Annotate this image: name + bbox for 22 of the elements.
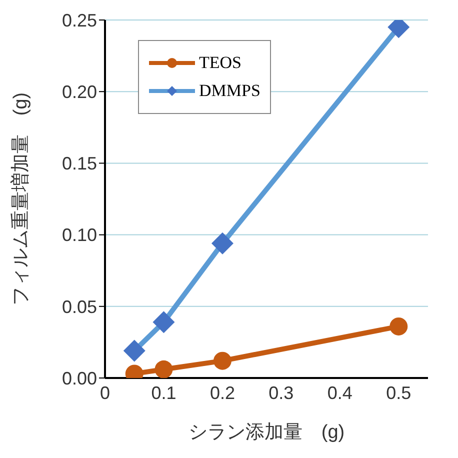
x-tick-label: 0.5 (386, 382, 412, 403)
legend-label: DMMPS (199, 81, 260, 101)
point (213, 352, 232, 370)
x-tick-label: 0.4 (327, 382, 352, 403)
point (152, 311, 175, 334)
legend-label: TEOS (199, 53, 242, 73)
point (154, 360, 173, 378)
point (123, 340, 146, 362)
point (390, 317, 408, 336)
y-tick-label: 0.05 (62, 296, 97, 317)
x-tick-label: 0.2 (210, 382, 235, 403)
y-axis-title: フィルム重量増加量 (g) (10, 92, 32, 306)
y-tick-label: 0.00 (62, 368, 97, 388)
x-tick-label: 0 (100, 382, 110, 403)
x-tick-label: 0.3 (268, 382, 294, 403)
y-tick-label: 0.15 (62, 154, 97, 174)
y-tick-label: 0.10 (62, 225, 97, 246)
point (211, 232, 234, 254)
x-tick-label: 0.1 (151, 382, 176, 403)
y-tick-label: 0.20 (62, 82, 97, 102)
x-axis-title: シラン添加量 (g) (188, 422, 345, 443)
y-tick-label: 0.25 (62, 10, 97, 30)
